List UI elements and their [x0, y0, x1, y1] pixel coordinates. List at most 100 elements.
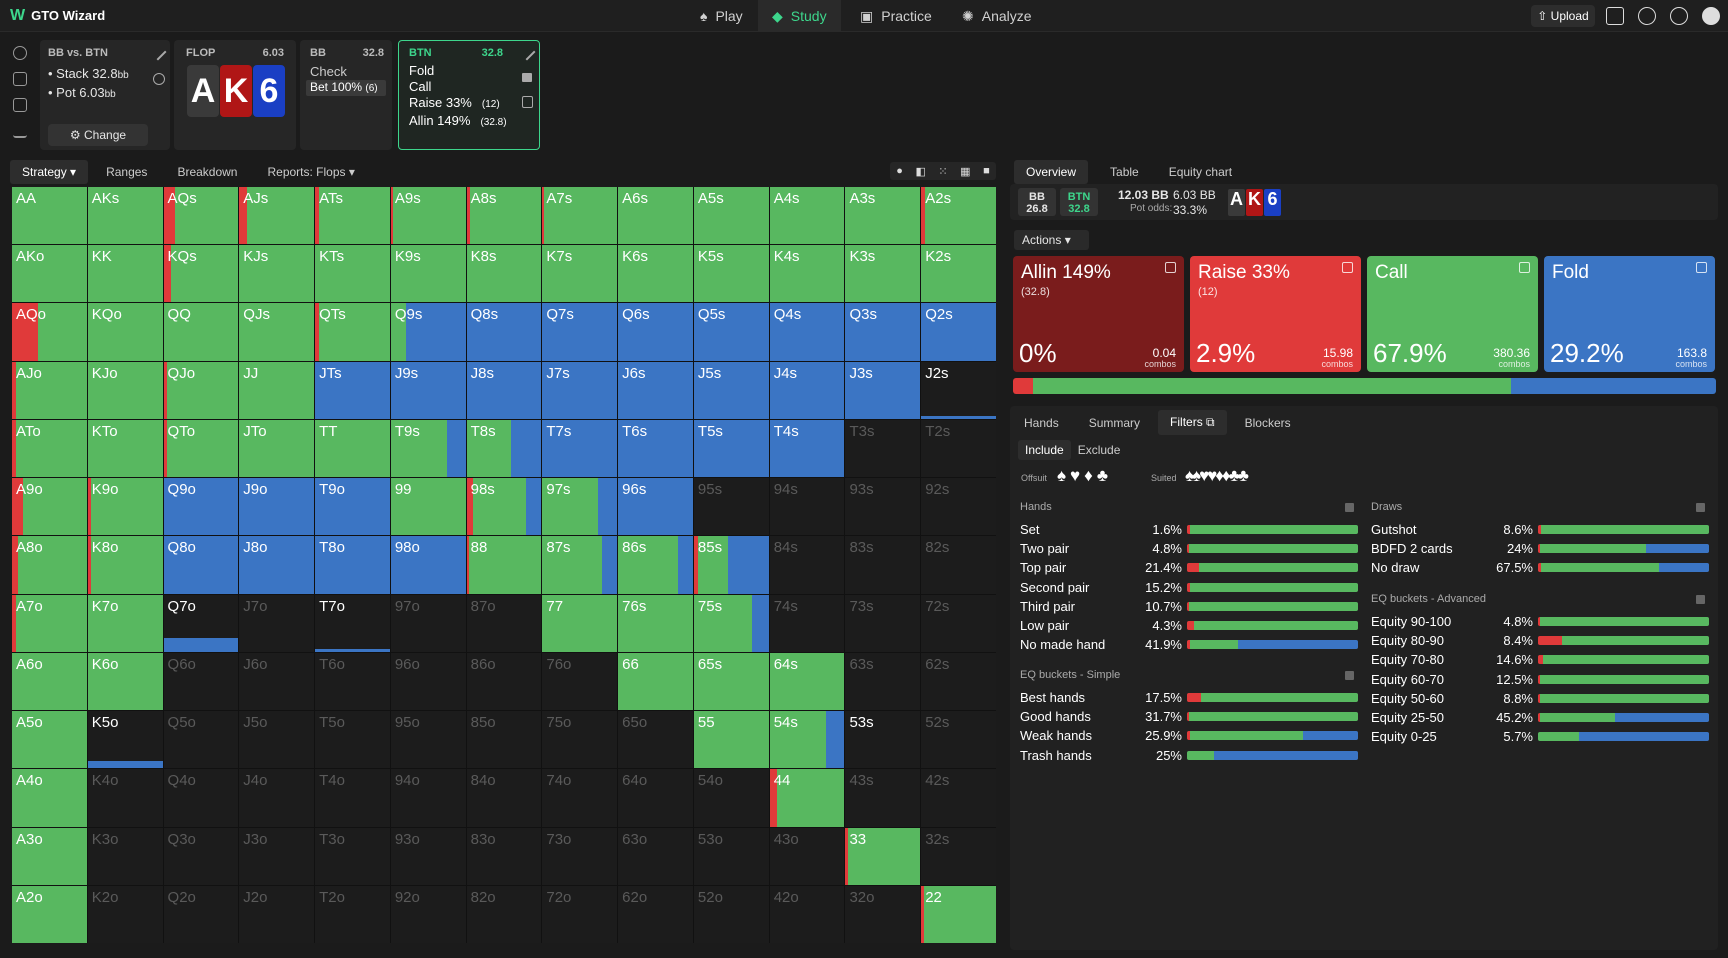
hand-cell-K5s[interactable]: K5s: [693, 245, 769, 303]
hand-cell-JTo[interactable]: JTo: [239, 419, 315, 478]
hand-cell-T9s[interactable]: T9s: [390, 419, 466, 478]
hand-cell-JJ[interactable]: JJ: [239, 361, 315, 419]
hand-cell-J8s[interactable]: J8s: [466, 361, 542, 419]
btn-action-1[interactable]: Call: [409, 79, 507, 95]
spade-icon[interactable]: ♠♠: [1185, 466, 1201, 485]
hand-cell-Q4o[interactable]: Q4o: [163, 769, 239, 827]
hand-cell-97s[interactable]: 97s: [542, 478, 618, 536]
hand-cell-J7s[interactable]: J7s: [542, 361, 618, 419]
hand-cell-Q7s[interactable]: Q7s: [542, 303, 618, 361]
hand-cell-K7s[interactable]: K7s: [542, 245, 618, 303]
eq-advanced-row[interactable]: Equity 70-80 14.6%: [1371, 650, 1711, 669]
hand-cell-T8s[interactable]: T8s: [466, 419, 542, 478]
hand-cell-A7o[interactable]: A7o: [12, 594, 87, 652]
hand-cell-QTs[interactable]: QTs: [315, 303, 390, 361]
hand-cell-22[interactable]: 22: [921, 885, 996, 943]
hand-cell-T7s[interactable]: T7s: [542, 419, 618, 478]
hand-cell-KK[interactable]: KK: [87, 245, 163, 303]
eq-advanced-row[interactable]: Equity 0-25 5.7%: [1371, 727, 1711, 746]
hand-cell-86s[interactable]: 86s: [618, 536, 693, 594]
upload-button[interactable]: ⇧ Upload: [1531, 5, 1595, 27]
eq-advanced-row[interactable]: Equity 50-60 8.8%: [1371, 689, 1711, 708]
hand-cell-A3s[interactable]: A3s: [845, 187, 921, 245]
hand-cell-63s[interactable]: 63s: [845, 652, 921, 711]
tab-overview[interactable]: Overview: [1014, 160, 1089, 184]
hand-cell-K9o[interactable]: K9o: [87, 478, 163, 536]
grid-icon[interactable]: ▦: [960, 165, 971, 178]
hands-row[interactable]: Two pair 4.8%: [1020, 539, 1360, 558]
hands-row[interactable]: Set 1.6%: [1020, 520, 1360, 539]
hand-cell-J7o[interactable]: J7o: [239, 594, 315, 652]
hand-cell-Q8o[interactable]: Q8o: [163, 536, 239, 594]
hand-cell-A4s[interactable]: A4s: [769, 187, 845, 245]
hand-cell-AKs[interactable]: AKs: [87, 187, 163, 245]
gear-icon[interactable]: [1670, 7, 1688, 25]
hand-cell-A2s[interactable]: A2s: [921, 187, 996, 245]
tab-equity-chart[interactable]: Equity chart: [1168, 165, 1233, 179]
hand-cell-74s[interactable]: 74s: [769, 594, 845, 652]
hand-cell-AQo[interactable]: AQo: [12, 303, 87, 361]
hand-cell-Q7o[interactable]: Q7o: [163, 594, 239, 652]
hand-cell-T9o[interactable]: T9o: [315, 478, 390, 536]
save-icon[interactable]: [13, 72, 27, 86]
hand-cell-Q5s[interactable]: Q5s: [693, 303, 769, 361]
hand-cell-Q6s[interactable]: Q6s: [618, 303, 693, 361]
hand-cell-53s[interactable]: 53s: [845, 711, 921, 769]
toggle-icon[interactable]: [1696, 503, 1705, 512]
tab-blockers[interactable]: Blockers: [1244, 415, 1291, 430]
hand-cell-K3s[interactable]: K3s: [845, 245, 921, 303]
hand-cell-K8o[interactable]: K8o: [87, 536, 163, 594]
tab-breakdown[interactable]: Breakdown: [177, 165, 238, 179]
hand-cell-Q2s[interactable]: Q2s: [921, 303, 996, 361]
hand-cell-82s[interactable]: 82s: [921, 536, 996, 594]
hand-cell-J2s[interactable]: J2s: [921, 361, 996, 419]
tab-hands[interactable]: Hands: [1024, 415, 1059, 430]
hand-cell-A5o[interactable]: A5o: [12, 711, 87, 769]
action-card-call[interactable]: Call 67.9% 380.36 combos: [1367, 256, 1538, 372]
hand-cell-92s[interactable]: 92s: [921, 478, 996, 536]
hand-cell-AJo[interactable]: AJo: [12, 361, 87, 419]
square-icon[interactable]: ■: [983, 165, 990, 177]
hand-cell-52o[interactable]: 52o: [693, 885, 769, 943]
hand-cell-TT[interactable]: TT: [315, 419, 390, 478]
hand-cell-72s[interactable]: 72s: [921, 594, 996, 652]
hand-cell-T3o[interactable]: T3o: [315, 827, 390, 885]
hand-cell-94o[interactable]: 94o: [390, 769, 466, 827]
hand-cell-J9o[interactable]: J9o: [239, 478, 315, 536]
hand-cell-33[interactable]: 33: [845, 827, 921, 885]
eq-advanced-row[interactable]: Equity 90-100 4.8%: [1371, 612, 1711, 631]
hand-cell-A7s[interactable]: A7s: [542, 187, 618, 245]
tab-filters[interactable]: Filters ⧉: [1158, 410, 1227, 435]
diamond-icon[interactable]: ♦: [1084, 466, 1097, 485]
hand-cell-32o[interactable]: 32o: [845, 885, 921, 943]
nav-play[interactable]: ♠ Play: [686, 0, 757, 32]
hand-cell-K2s[interactable]: K2s: [921, 245, 996, 303]
hand-cell-55[interactable]: 55: [693, 711, 769, 769]
hand-cell-A3o[interactable]: A3o: [12, 827, 87, 885]
club-icon[interactable]: ♣♣: [1228, 466, 1249, 485]
hand-cell-T4o[interactable]: T4o: [315, 769, 390, 827]
action-card-raise[interactable]: Raise 33% (12) 2.9% 15.98 combos: [1190, 256, 1361, 372]
bb-node-panel[interactable]: BB 32.8 Check Bet 100% (6): [300, 40, 392, 150]
hand-cell-62s[interactable]: 62s: [921, 652, 996, 711]
hand-cell-95s[interactable]: 95s: [693, 478, 769, 536]
nav-study[interactable]: ◆ Study: [758, 0, 841, 32]
eq-simple-row[interactable]: Trash hands 25%: [1020, 746, 1360, 765]
align-icon[interactable]: [13, 124, 27, 138]
eq-advanced-row[interactable]: Equity 80-90 8.4%: [1371, 631, 1711, 650]
hand-cell-84s[interactable]: 84s: [769, 536, 845, 594]
tab-table[interactable]: Table: [1110, 165, 1139, 179]
details-icon[interactable]: [1342, 262, 1353, 273]
hand-cell-T8o[interactable]: T8o: [315, 536, 390, 594]
hand-cell-J5o[interactable]: J5o: [239, 711, 315, 769]
hand-cell-JTs[interactable]: JTs: [315, 361, 390, 419]
hand-cell-84o[interactable]: 84o: [466, 769, 542, 827]
hand-cell-A8s[interactable]: A8s: [466, 187, 542, 245]
hand-cell-J4o[interactable]: J4o: [239, 769, 315, 827]
compare-icon[interactable]: [522, 96, 533, 108]
hand-cell-Q9s[interactable]: Q9s: [390, 303, 466, 361]
hand-cell-T2o[interactable]: T2o: [315, 885, 390, 943]
hand-cell-98s[interactable]: 98s: [466, 478, 542, 536]
eq-simple-row[interactable]: Best hands 17.5%: [1020, 688, 1360, 707]
hand-cell-QJs[interactable]: QJs: [239, 303, 315, 361]
